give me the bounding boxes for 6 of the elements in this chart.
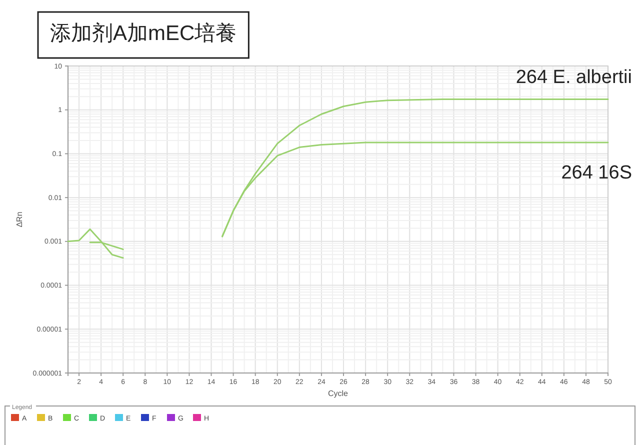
y-axis-title: ΔRn bbox=[15, 212, 24, 228]
x-axis-title: Cycle bbox=[328, 389, 349, 398]
title-box: 添加剂A加mEC培養 bbox=[37, 11, 250, 59]
chart-title: 添加剂A加mEC培養 bbox=[50, 22, 237, 45]
series-label: 264 16S bbox=[561, 162, 632, 184]
series-label: 264 E. albertii bbox=[516, 67, 632, 88]
